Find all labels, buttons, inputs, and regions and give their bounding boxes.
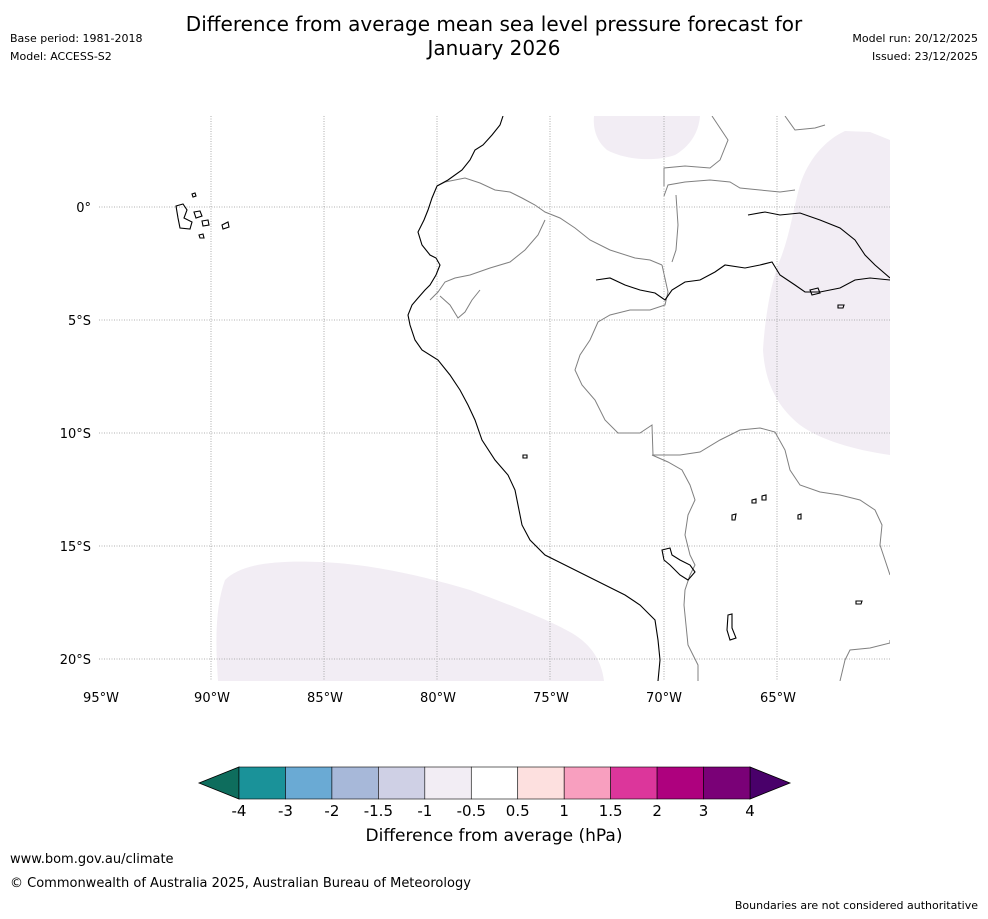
colorbar-title: Difference from average (hPa) bbox=[365, 826, 623, 846]
colorbar-tick-label: -3 bbox=[278, 802, 293, 820]
colorbar: -4 -3 -2 -1.5 -1 -0.5 0.5 1 1.5 2 3 4 bbox=[197, 766, 792, 820]
colorbar-tick-label: -2 bbox=[324, 802, 339, 820]
lon-label: 90°W bbox=[194, 691, 230, 706]
page-title: Difference from average mean sea level p… bbox=[0, 12, 988, 60]
copyright-text: © Commonwealth of Australia 2025, Austra… bbox=[10, 876, 471, 891]
anomaly-region-north bbox=[593, 116, 700, 160]
colorbar-tick-label: -1.5 bbox=[364, 802, 393, 820]
colorbar-tick-label: 4 bbox=[745, 802, 755, 820]
issued-date: Issued: 23/12/2025 bbox=[871, 50, 978, 63]
colorbar-cell bbox=[424, 766, 472, 800]
colorbar-cell bbox=[378, 766, 426, 800]
colorbar-tick-label: 1 bbox=[559, 802, 569, 820]
colorbar-cell bbox=[517, 766, 565, 800]
colorbar-cell bbox=[238, 766, 286, 800]
lon-label: 70°W bbox=[646, 691, 682, 706]
lon-label: 95°W bbox=[83, 691, 119, 706]
colorbar-tick-label: 1.5 bbox=[599, 802, 623, 820]
latitude-labels: 0° 5°S 10°S 15°S 20°S bbox=[60, 201, 91, 668]
colorbar-cell bbox=[285, 766, 333, 800]
lat-label: 15°S bbox=[60, 540, 91, 555]
title-line-1: Difference from average mean sea level p… bbox=[185, 12, 803, 36]
lat-label: 0° bbox=[76, 201, 91, 216]
coastline bbox=[175, 116, 890, 681]
colorbar-tick-label: 3 bbox=[699, 802, 709, 820]
lat-label: 10°S bbox=[60, 427, 91, 442]
colorbar-upper-extension bbox=[749, 766, 792, 800]
meta-left: Base period: 1981-2018 Model: ACCESS-S2 bbox=[10, 30, 142, 66]
lat-label: 20°S bbox=[60, 653, 91, 668]
lon-label: 75°W bbox=[533, 691, 569, 706]
map-area bbox=[99, 116, 890, 681]
colorbar-cell bbox=[470, 766, 519, 800]
meta-right: Model run: 20/12/2025 Issued: 23/12/2025 bbox=[852, 30, 978, 66]
colorbar-tick-label: 0.5 bbox=[506, 802, 530, 820]
base-period: Base period: 1981-2018 bbox=[10, 32, 143, 45]
colorbar-cell bbox=[563, 766, 611, 800]
colorbar-tick-label: -4 bbox=[232, 802, 247, 820]
graticule bbox=[99, 116, 890, 681]
anomaly-region-east bbox=[763, 131, 890, 455]
title-line-2: January 2026 bbox=[427, 36, 561, 60]
colorbar-lower-extension bbox=[197, 766, 240, 800]
colorbar-cell bbox=[656, 766, 704, 800]
model-name: Model: ACCESS-S2 bbox=[10, 50, 112, 63]
colorbar-tick-label: 2 bbox=[652, 802, 662, 820]
boundary-disclaimer: Boundaries are not considered authoritat… bbox=[734, 899, 978, 912]
lat-label: 5°S bbox=[68, 314, 91, 329]
colorbar-cell bbox=[703, 766, 751, 800]
colorbar-tick-label: -0.5 bbox=[457, 802, 486, 820]
longitude-labels: 95°W 90°W 85°W 80°W 75°W 70°W 65°W bbox=[83, 691, 796, 706]
model-run: Model run: 20/12/2025 bbox=[852, 32, 978, 45]
website-link[interactable]: www.bom.gov.au/climate bbox=[10, 852, 174, 867]
national-borders bbox=[429, 116, 890, 681]
colorbar-tick-label: -1 bbox=[417, 802, 432, 820]
anomaly-region-south bbox=[216, 561, 604, 681]
colorbar-cell bbox=[610, 766, 658, 800]
lon-label: 80°W bbox=[420, 691, 456, 706]
lon-label: 85°W bbox=[307, 691, 343, 706]
colorbar-cell bbox=[331, 766, 379, 800]
lon-label: 65°W bbox=[760, 691, 796, 706]
